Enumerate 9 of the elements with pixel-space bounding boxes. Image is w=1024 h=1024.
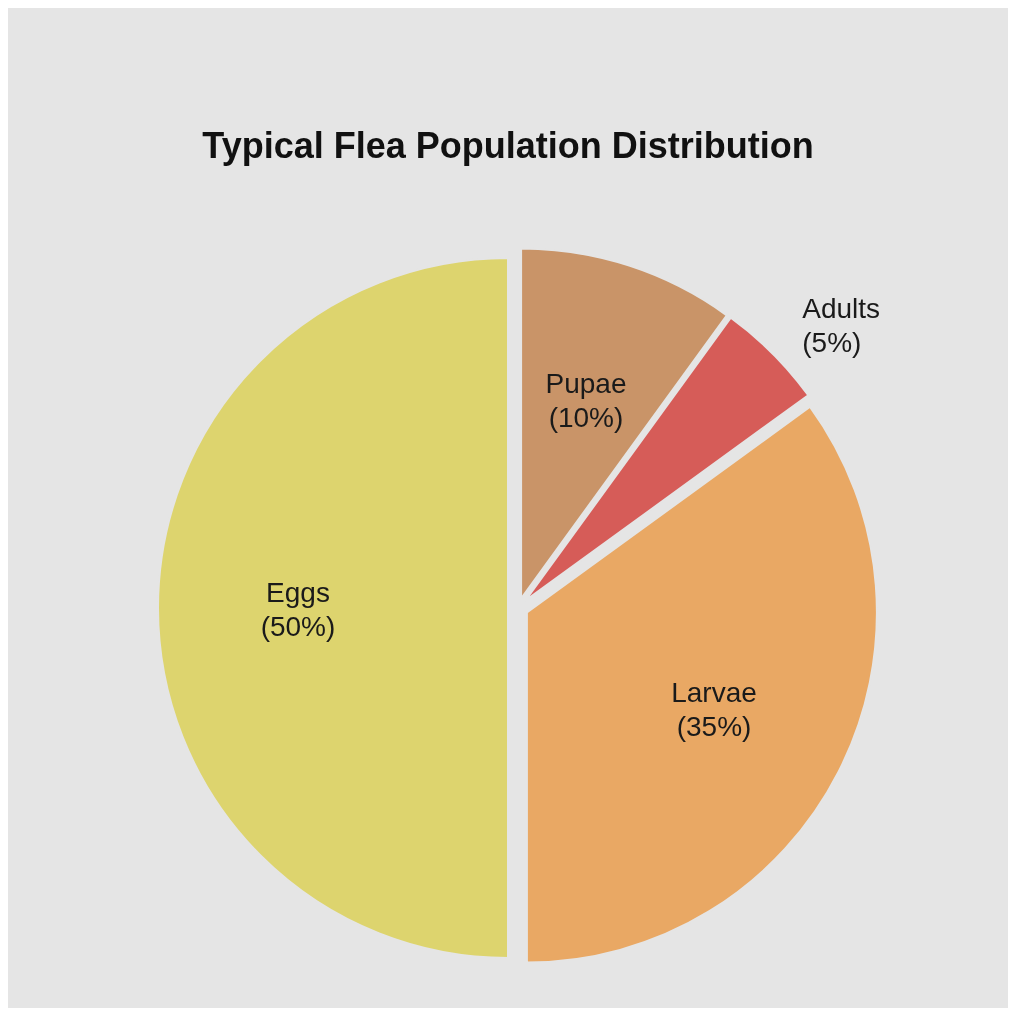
data-label: (10%) [548,401,624,433]
data-label: (50%) [260,611,336,642]
data-label: (35%) [676,710,752,742]
slice-label: Pupae [545,367,627,399]
slice-label: Larvae [671,676,757,708]
slice-label: Eggs [266,577,330,608]
slice-label: Adults [802,292,881,324]
data-label: (5%) [802,326,862,358]
chart-title: Typical Flea Population Distribution [202,125,814,166]
